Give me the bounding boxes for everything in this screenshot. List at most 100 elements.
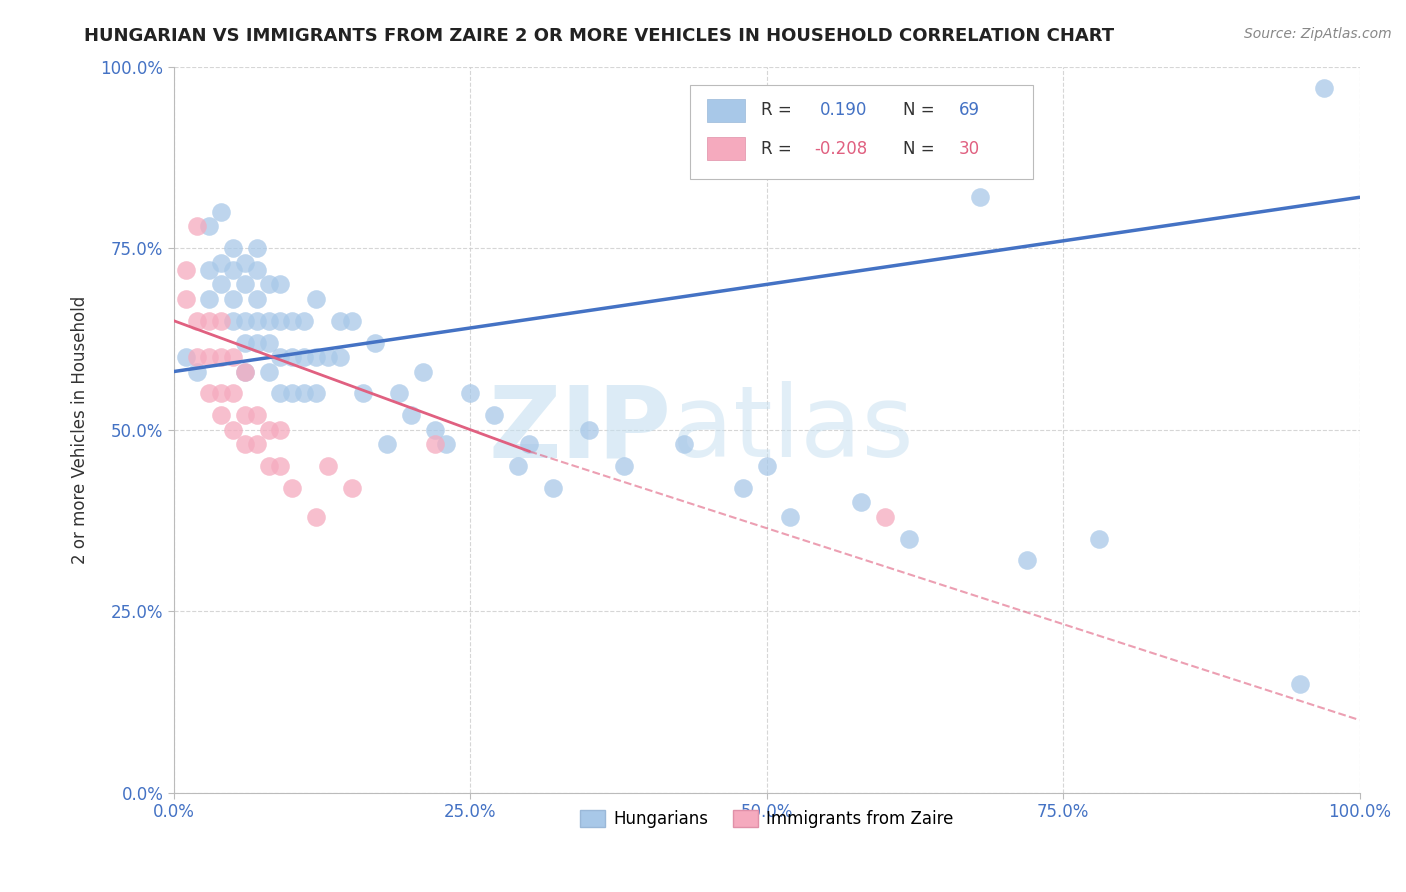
- Point: [851, 495, 873, 509]
- Point: [233, 277, 256, 292]
- Point: [233, 408, 256, 422]
- Point: [340, 314, 363, 328]
- Point: [233, 255, 256, 269]
- Point: [269, 350, 291, 364]
- Point: [281, 481, 304, 495]
- Point: [233, 365, 256, 379]
- Point: [222, 314, 245, 328]
- Point: [222, 241, 245, 255]
- Point: [281, 314, 304, 328]
- FancyBboxPatch shape: [707, 98, 745, 122]
- Point: [292, 386, 315, 401]
- Point: [186, 365, 208, 379]
- Point: [186, 314, 208, 328]
- Point: [257, 277, 280, 292]
- Point: [281, 386, 304, 401]
- Point: [436, 437, 458, 451]
- Point: [257, 314, 280, 328]
- Point: [246, 314, 269, 328]
- Point: [198, 350, 221, 364]
- Point: [222, 292, 245, 306]
- Point: [198, 314, 221, 328]
- Point: [233, 335, 256, 350]
- Point: [305, 350, 328, 364]
- Point: [209, 255, 232, 269]
- Point: [269, 314, 291, 328]
- Point: [209, 277, 232, 292]
- Point: [1017, 553, 1039, 567]
- Point: [1313, 81, 1336, 95]
- FancyBboxPatch shape: [689, 85, 1033, 179]
- Point: [578, 423, 600, 437]
- Point: [305, 509, 328, 524]
- Point: [246, 335, 269, 350]
- Point: [198, 386, 221, 401]
- Point: [613, 458, 636, 473]
- Point: [222, 350, 245, 364]
- Point: [246, 263, 269, 277]
- Point: [292, 350, 315, 364]
- Point: [257, 365, 280, 379]
- Point: [174, 350, 197, 364]
- Point: [731, 481, 754, 495]
- Text: ZIP: ZIP: [489, 381, 672, 478]
- Point: [423, 437, 446, 451]
- Point: [329, 350, 352, 364]
- Legend: Hungarians, Immigrants from Zaire: Hungarians, Immigrants from Zaire: [574, 804, 960, 835]
- Point: [269, 423, 291, 437]
- Point: [316, 350, 339, 364]
- Point: [364, 335, 387, 350]
- Point: [233, 314, 256, 328]
- Point: [779, 509, 801, 524]
- Text: 30: 30: [959, 140, 980, 158]
- Point: [209, 204, 232, 219]
- Text: -0.208: -0.208: [814, 140, 868, 158]
- Point: [305, 292, 328, 306]
- Point: [969, 190, 991, 204]
- Point: [246, 292, 269, 306]
- Point: [222, 263, 245, 277]
- Point: [412, 365, 434, 379]
- Point: [506, 458, 529, 473]
- Point: [257, 423, 280, 437]
- Point: [209, 408, 232, 422]
- Point: [755, 458, 778, 473]
- Point: [174, 292, 197, 306]
- FancyBboxPatch shape: [707, 137, 745, 161]
- Text: HUNGARIAN VS IMMIGRANTS FROM ZAIRE 2 OR MORE VEHICLES IN HOUSEHOLD CORRELATION C: HUNGARIAN VS IMMIGRANTS FROM ZAIRE 2 OR …: [84, 27, 1115, 45]
- Text: R =: R =: [761, 140, 792, 158]
- Point: [209, 314, 232, 328]
- Point: [257, 335, 280, 350]
- Point: [257, 458, 280, 473]
- Point: [329, 314, 352, 328]
- Point: [519, 437, 541, 451]
- Point: [209, 350, 232, 364]
- Point: [269, 386, 291, 401]
- Point: [269, 277, 291, 292]
- Point: [246, 408, 269, 422]
- Point: [897, 532, 920, 546]
- Point: [198, 292, 221, 306]
- Point: [482, 408, 505, 422]
- Point: [316, 458, 339, 473]
- Point: [353, 386, 375, 401]
- Text: atlas: atlas: [672, 381, 914, 478]
- Point: [423, 423, 446, 437]
- Point: [233, 365, 256, 379]
- Point: [672, 437, 695, 451]
- Point: [233, 437, 256, 451]
- Text: R =: R =: [761, 101, 792, 120]
- Point: [246, 437, 269, 451]
- Point: [399, 408, 422, 422]
- Point: [292, 314, 315, 328]
- Text: 0.190: 0.190: [820, 101, 868, 120]
- Point: [174, 263, 197, 277]
- Point: [875, 509, 897, 524]
- Point: [269, 458, 291, 473]
- Point: [1087, 532, 1109, 546]
- Point: [388, 386, 411, 401]
- Point: [222, 386, 245, 401]
- Text: N =: N =: [903, 140, 935, 158]
- Point: [375, 437, 398, 451]
- Point: [198, 263, 221, 277]
